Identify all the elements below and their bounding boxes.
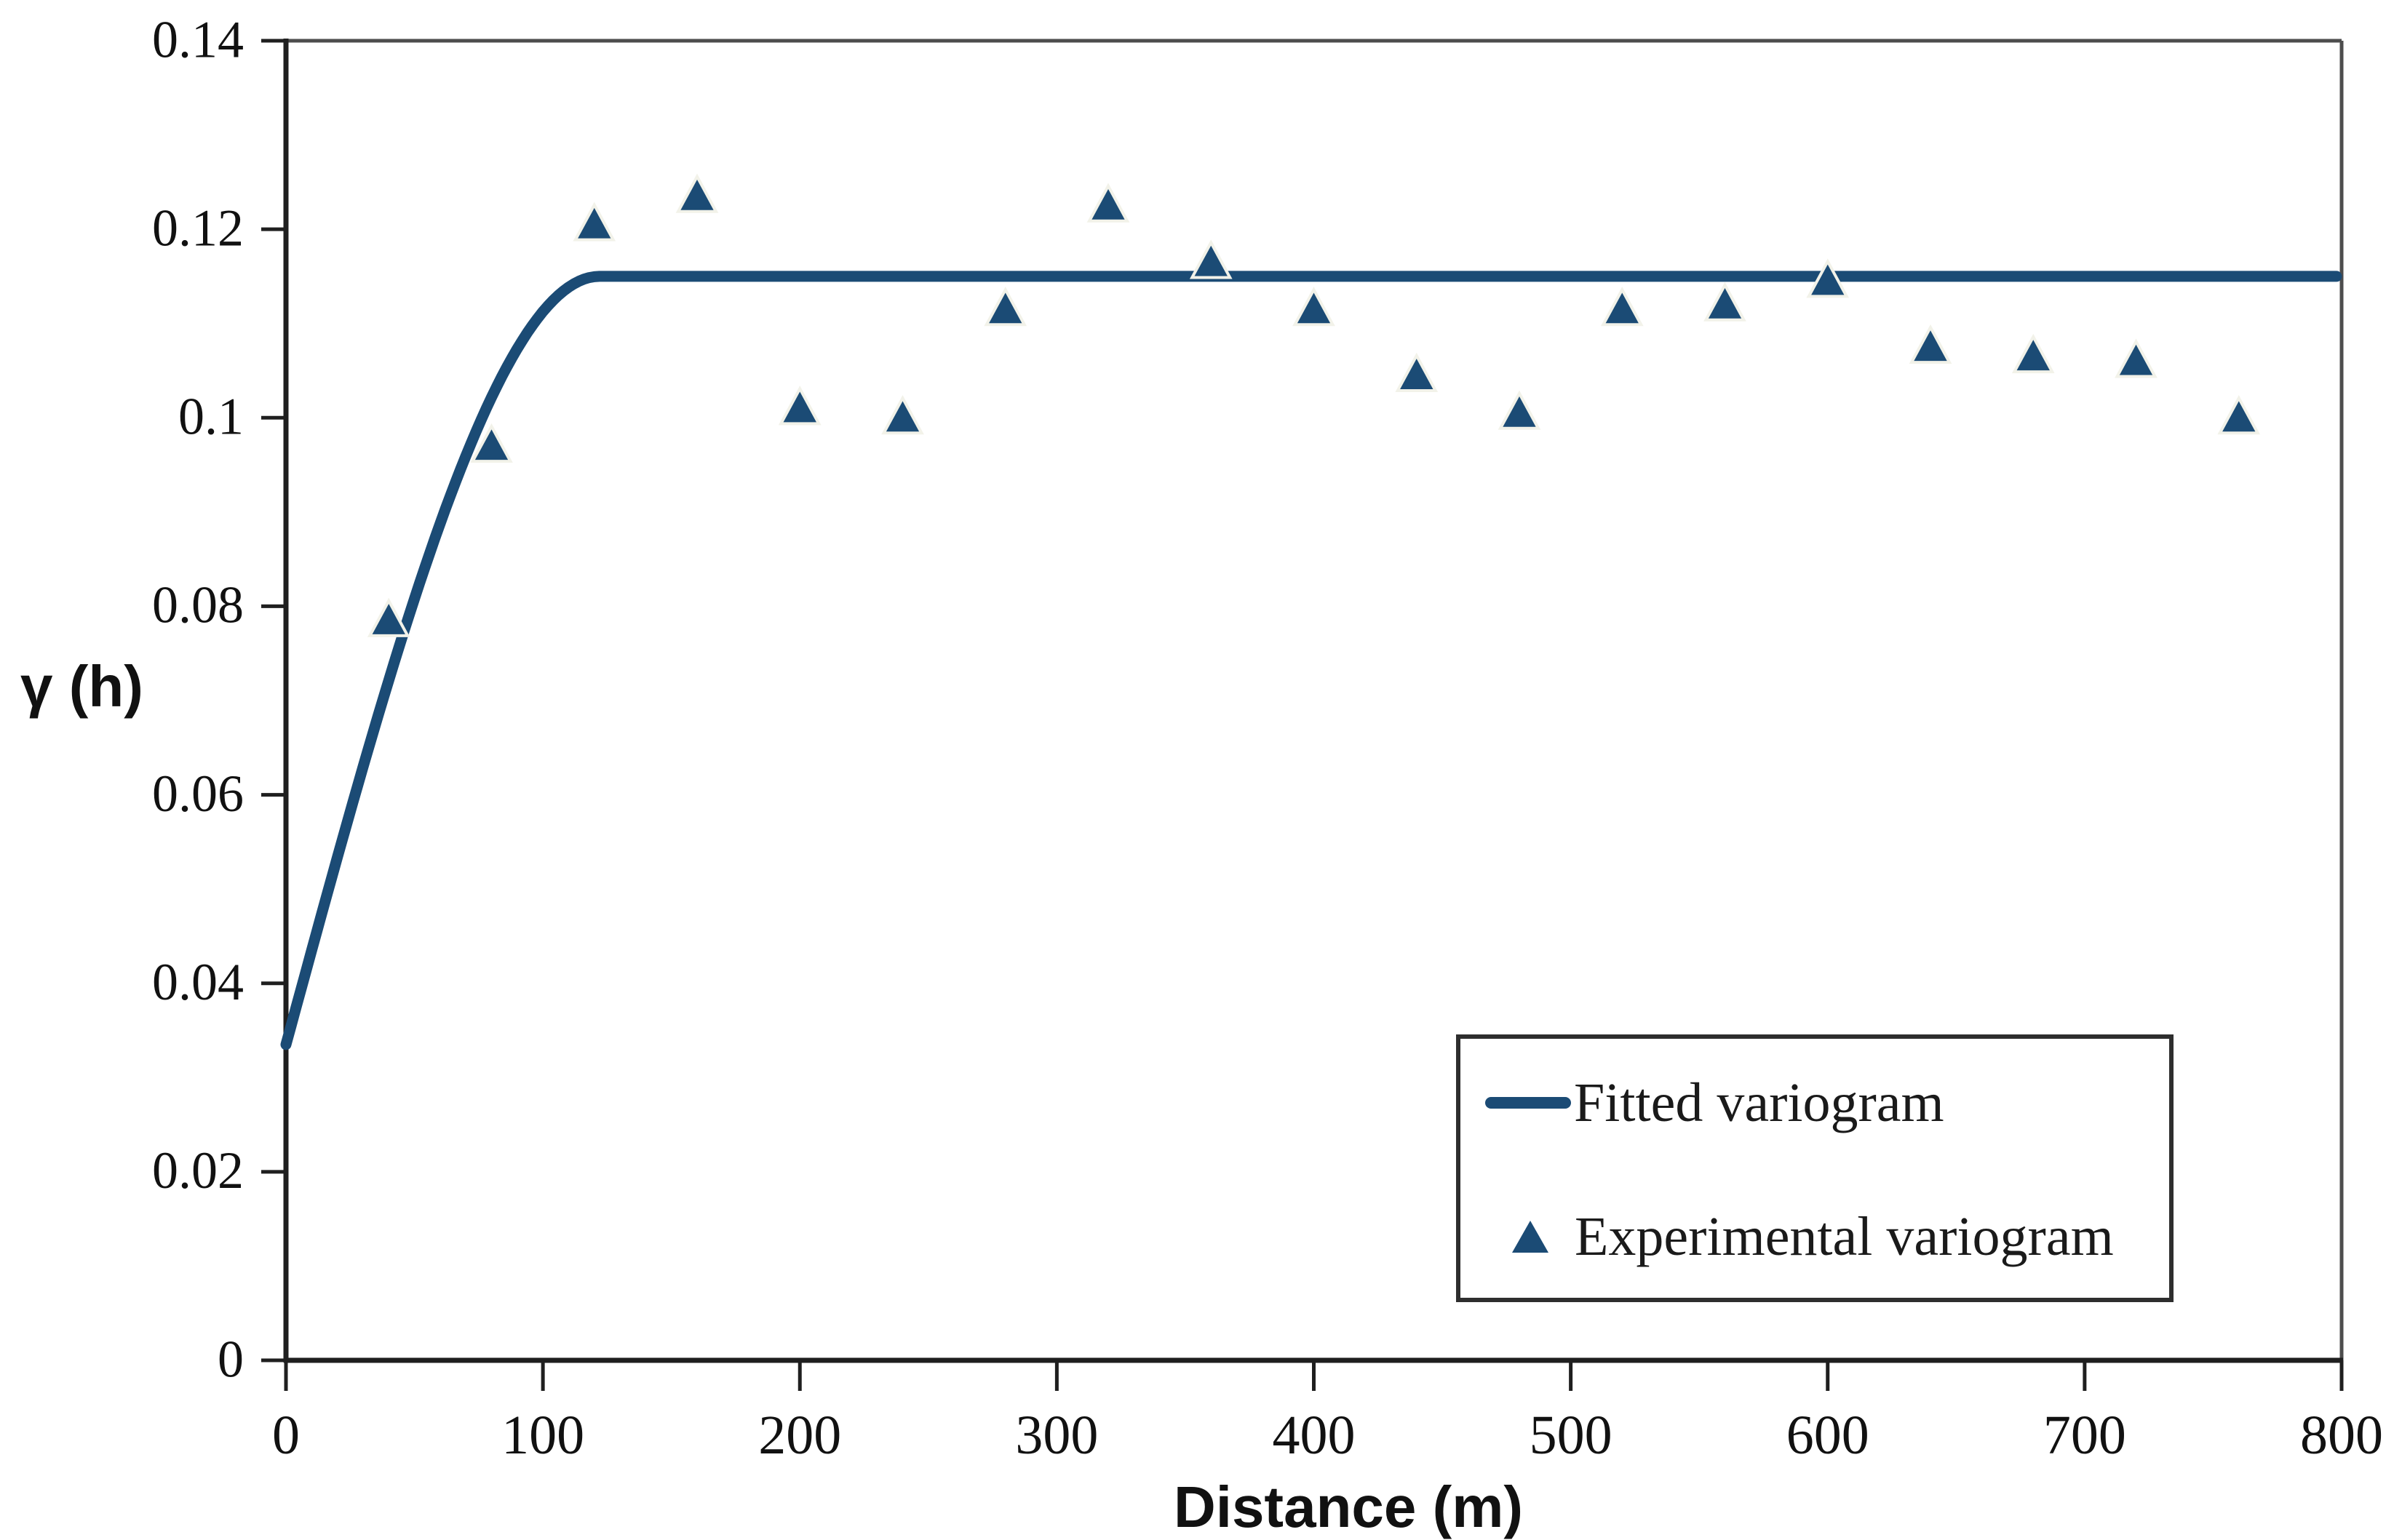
x-tick-label: 500 (1530, 1405, 1612, 1466)
x-axis-title: Distance (m) (1173, 1475, 1524, 1539)
y-tick-label: 0.08 (152, 576, 244, 634)
legend-item-experimental: Experimental variogram (1482, 1193, 2114, 1280)
legend-label-fitted: Fitted variogram (1574, 1072, 1944, 1133)
triangle-marker-icon (1512, 1221, 1548, 1253)
experimental-variogram-point (1498, 390, 1541, 430)
x-tick-label: 0 (272, 1405, 300, 1466)
fitted-line-swatch (1485, 1097, 1571, 1109)
x-tick-label: 200 (758, 1405, 841, 1466)
experimental-variogram-point (2011, 333, 2055, 374)
experimental-variogram-point (367, 597, 410, 637)
x-tick-label: 300 (1015, 1405, 1098, 1466)
x-tick-label: 800 (2300, 1405, 2383, 1466)
y-axis-title: γ (h) (20, 654, 143, 719)
experimental-variogram-point (1806, 258, 1850, 298)
experimental-variogram-point (2115, 338, 2158, 378)
experimental-variogram-point (1292, 287, 1335, 327)
experimental-variogram-point (573, 202, 616, 242)
fitted-variogram-line (280, 271, 2342, 1050)
experimental-variogram-point (1703, 282, 1746, 322)
y-tick-label: 0.06 (152, 765, 244, 823)
legend-label-experimental: Experimental variogram (1575, 1205, 2114, 1267)
experimental-variogram-point (1909, 324, 1952, 364)
x-tick-label: 600 (1786, 1405, 1869, 1466)
x-tick-label: 700 (2043, 1405, 2126, 1466)
experimental-variogram-point (470, 423, 513, 463)
y-tick-label: 0 (218, 1330, 244, 1388)
experimental-variogram-point (881, 395, 924, 435)
experimental-variogram-point (1086, 183, 1130, 223)
y-tick-label: 0.1 (178, 388, 244, 446)
experimental-variogram-point (675, 173, 719, 213)
y-tick-label: 0.12 (152, 199, 244, 257)
x-tick-label: 100 (501, 1405, 584, 1466)
legend-box: Fitted variogram Experimental variogram (1456, 1034, 2174, 1302)
x-tick-label: 400 (1273, 1405, 1356, 1466)
y-tick-label: 0.04 (152, 953, 244, 1011)
experimental-variogram-point (1600, 287, 1644, 327)
experimental-variogram-point (1395, 352, 1439, 392)
legend-item-fitted: Fitted variogram (1482, 1059, 1944, 1146)
experimental-variogram-point (778, 386, 822, 426)
experimental-variogram-point (2217, 395, 2261, 435)
y-tick-label: 0.02 (152, 1141, 244, 1200)
y-tick-label: 0.14 (152, 10, 244, 68)
experimental-variogram-point (1189, 239, 1233, 279)
experimental-variogram-point (984, 287, 1027, 327)
